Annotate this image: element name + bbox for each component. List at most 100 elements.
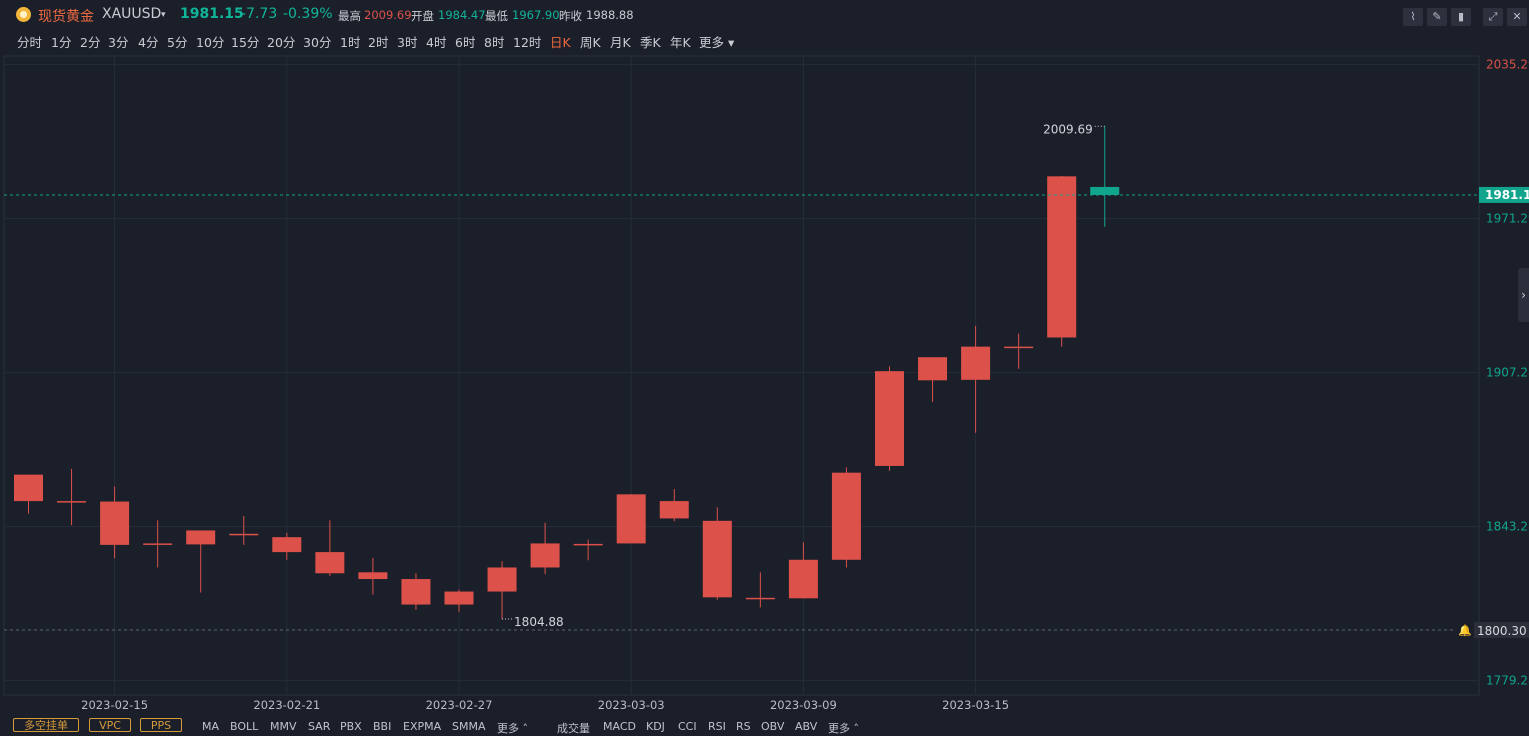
indicator-item[interactable]: 更多 ˄: [828, 722, 859, 735]
period-tab[interactable]: 4时: [426, 35, 447, 50]
indicator-item[interactable]: CCI: [678, 720, 697, 733]
high-label: 最高: [338, 9, 361, 23]
indicator-item[interactable]: SAR: [308, 720, 331, 733]
candle-body: [918, 357, 948, 381]
period-tab[interactable]: 4分: [138, 35, 159, 50]
candle-body: [745, 597, 775, 600]
candle-body: [875, 371, 904, 466]
candle-body: [702, 520, 732, 598]
indicator-item[interactable]: SMMA: [452, 720, 486, 733]
indicator-item[interactable]: RS: [736, 720, 751, 733]
period-tab[interactable]: 20分: [267, 35, 296, 50]
high-value: 2009.69: [364, 8, 412, 22]
draw-line-icon[interactable]: ⌇: [1403, 8, 1423, 26]
period-tab[interactable]: 1时: [340, 35, 361, 50]
symbol-dropdown-icon[interactable]: ▾: [161, 10, 166, 20]
indicator-tag[interactable]: VPC: [89, 718, 131, 732]
period-tab[interactable]: 季K: [640, 35, 661, 50]
candle-body: [788, 559, 818, 599]
close-icon[interactable]: ✕: [1507, 8, 1527, 26]
indicator-item[interactable]: MMV: [270, 720, 297, 733]
candlestick-chart[interactable]: 2035.29 1971.29 1907.28 1843.28 1779.28 2023-…: [0, 0, 1529, 716]
period-tab[interactable]: 5分: [167, 35, 188, 50]
y-tick-label: 1971.29: [1486, 212, 1529, 226]
y-tick-label: 1843.28: [1486, 520, 1529, 534]
indicator-item[interactable]: BOLL: [230, 720, 259, 733]
indicator-item[interactable]: 更多 ˄: [497, 722, 528, 735]
candle-body: [401, 579, 431, 605]
period-tab[interactable]: 3分: [108, 35, 129, 50]
indicator-item[interactable]: EXPMA: [403, 720, 442, 733]
period-tab[interactable]: 年K: [670, 35, 691, 50]
period-tab[interactable]: 30分: [303, 35, 332, 50]
indicator-tag[interactable]: PPS: [140, 718, 182, 732]
period-tab[interactable]: 日K: [550, 35, 571, 50]
max-price-label: 2009.69: [1043, 122, 1093, 136]
quote-header: 现货黄金 XAUUSD ▾ 1981.15 -7.73 -0.39% 最高 20…: [0, 0, 1529, 30]
candle-body: [358, 572, 388, 580]
period-tab[interactable]: 分时: [17, 35, 43, 50]
candle-body: [530, 543, 560, 568]
indicator-item[interactable]: ABV: [795, 720, 818, 733]
indicator-item[interactable]: KDJ: [646, 720, 665, 733]
x-tick-label: 2023-02-15: [81, 698, 148, 712]
candle-body: [57, 501, 87, 503]
current-price-label: 1981.15: [1485, 188, 1529, 202]
instrument-name[interactable]: 现货黄金: [38, 9, 94, 25]
indicator-item[interactable]: BBI: [373, 720, 392, 733]
instrument-symbol[interactable]: XAUUSD: [102, 6, 162, 22]
indicator-tag[interactable]: 多空挂单: [13, 718, 79, 732]
candle-body: [961, 346, 991, 380]
y-tick-label: 2035.29: [1486, 58, 1529, 72]
expand-icon[interactable]: ⤢: [1483, 8, 1503, 26]
open-value: 1984.47: [438, 8, 486, 22]
candle-body: [444, 591, 474, 605]
prev-close-value: 1988.88: [586, 8, 634, 22]
indicator-item[interactable]: 成交量: [557, 722, 590, 735]
indicator-item[interactable]: OBV: [761, 720, 785, 733]
candle-body: [1004, 346, 1034, 349]
period-tab[interactable]: 2分: [80, 35, 101, 50]
x-tick-label: 2023-02-27: [426, 698, 493, 712]
x-tick-label: 2023-03-03: [598, 698, 665, 712]
y-tick-label: 1779.28: [1486, 674, 1529, 688]
x-tick-label: 2023-03-15: [942, 698, 1009, 712]
side-panel-toggle-icon[interactable]: ›: [1518, 268, 1529, 322]
period-tab[interactable]: 2时: [368, 35, 389, 50]
last-price: 1981.15: [180, 6, 244, 22]
prev-close-label: 昨收: [559, 9, 582, 23]
period-tab[interactable]: 1分: [51, 35, 72, 50]
period-tabs: 分时 1分 2分 3分 4分 5分 10分 15分 20分 30分 1时 2时 3时 4时 6时 8时 12时日…: [0, 30, 800, 50]
candle-body: [229, 533, 259, 536]
period-tab[interactable]: 12时: [513, 35, 542, 50]
indicator-item[interactable]: MACD: [603, 720, 636, 733]
bell-icon: 🔔: [1458, 624, 1472, 637]
indicator-item[interactable]: MA: [202, 720, 220, 733]
candle-body: [573, 543, 603, 546]
period-tab[interactable]: 更多 ▾: [699, 35, 735, 50]
price-change-pct: -0.39%: [283, 6, 333, 22]
edit-icon[interactable]: ✎: [1427, 8, 1447, 26]
period-tab[interactable]: 15分: [231, 35, 260, 50]
candle-body: [143, 543, 173, 545]
y-tick-label: 1907.28: [1486, 366, 1529, 380]
indicator-bar: 多空挂单 VPC PPS MA BOLL MMV SAR PBX BBI EXPMA SMMA…: [0, 716, 900, 735]
period-tab[interactable]: 3时: [397, 35, 418, 50]
x-tick-label: 2023-02-21: [253, 698, 320, 712]
period-tab[interactable]: 月K: [610, 35, 631, 50]
gold-coin-icon: [16, 7, 31, 22]
period-tab[interactable]: 周K: [580, 35, 601, 50]
price-change: -7.73: [241, 6, 278, 22]
period-tab[interactable]: 10分: [196, 35, 225, 50]
indicator-item[interactable]: RSI: [708, 720, 726, 733]
candle-body: [616, 494, 646, 544]
indicator-item[interactable]: PBX: [340, 720, 362, 733]
open-label: 开盘: [411, 9, 434, 23]
period-tab[interactable]: 6时: [455, 35, 476, 50]
current-price-badge: [1479, 186, 1529, 203]
alert-price-label: 1800.30: [1477, 624, 1527, 638]
period-tab[interactable]: 8时: [484, 35, 505, 50]
candle-style-icon[interactable]: ▮: [1451, 8, 1471, 26]
candle-body: [186, 530, 216, 545]
candle-body: [100, 501, 130, 545]
